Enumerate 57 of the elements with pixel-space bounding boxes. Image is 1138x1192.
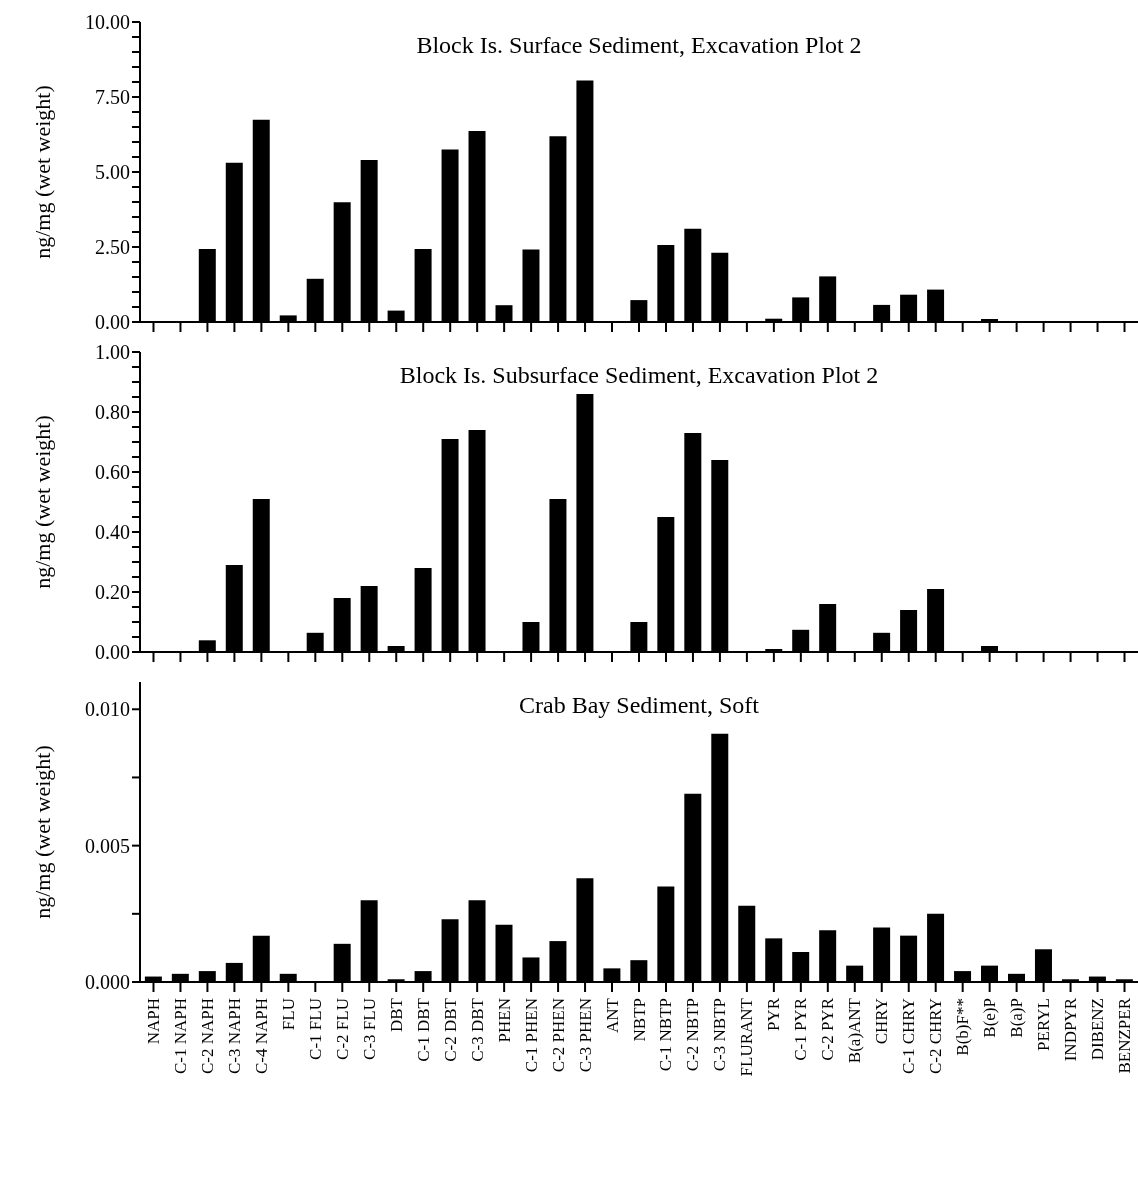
x-tick-label: FLURANT: [737, 997, 757, 1077]
x-tick-label: ANT: [602, 997, 622, 1033]
x-tick-label: DIBENZ: [1088, 998, 1108, 1061]
chart-title: Crab Bay Sediment, Soft: [518, 692, 760, 719]
x-tick-label: B(e)P: [980, 998, 1000, 1038]
y-tick-label: 0.00: [95, 311, 130, 334]
x-tick-label: C-2 CHRY: [926, 998, 946, 1075]
chart-title: Block Is. Surface Sediment, Excavation Plot 2: [415, 32, 863, 59]
x-tick-label: C-1 NAPH: [170, 998, 190, 1075]
x-tick-label: C-2 PHEN: [548, 998, 568, 1073]
x-tick-label: B(a)P: [1007, 998, 1027, 1038]
x-tick-label: B(b)F**: [953, 998, 973, 1056]
x-tick-label: C-2 NAPH: [197, 998, 217, 1075]
x-tick-label: C-3 PHEN: [575, 998, 595, 1073]
x-tick-label: BENZPER: [1115, 997, 1135, 1074]
x-tick-label: C-1 DBT: [413, 997, 433, 1062]
x-tick-label: PHEN: [494, 998, 514, 1043]
y-tick-label: 0.000: [85, 971, 130, 994]
x-tick-label: C-4 NAPH: [251, 998, 271, 1075]
x-tick-label: FLU: [278, 998, 298, 1031]
y-tick-label: 0.60: [95, 461, 130, 484]
x-tick-label: C-3 NBTP: [710, 998, 730, 1072]
x-tick-label: PYR: [764, 997, 784, 1032]
x-tick-label: INDPYR: [1061, 997, 1081, 1062]
x-tick-label: NBTP: [629, 998, 649, 1042]
y-axis-title: ng/mg (wet weight): [29, 745, 55, 919]
chart-title: Block Is. Subsurface Sediment, Excavation Plot 2: [398, 362, 880, 389]
y-axis-title: ng/mg (wet weight): [29, 415, 55, 589]
x-tick-label: C-1 PYR: [791, 997, 811, 1061]
y-tick-label: 0.00: [95, 641, 130, 664]
x-tick-label: C-2 FLU: [332, 998, 352, 1060]
x-tick-label: C-1 NBTP: [656, 998, 676, 1072]
y-tick-label: 0.010: [85, 698, 130, 721]
y-axis-title: ng/mg (wet weight): [29, 85, 55, 259]
y-tick-label: 1.00: [95, 341, 130, 364]
y-tick-label: 10.00: [85, 11, 130, 34]
y-tick-label: 2.50: [95, 236, 130, 259]
x-tick-label: B(a)ANT: [845, 997, 865, 1064]
x-tick-label: C-1 CHRY: [899, 998, 919, 1075]
x-tick-label: C-3 FLU: [359, 998, 379, 1060]
x-tick-label: C-1 FLU: [305, 998, 325, 1060]
y-tick-label: 0.80: [95, 401, 130, 424]
x-tick-label: C-3 NAPH: [224, 998, 244, 1075]
x-tick-label: C-2 DBT: [440, 997, 460, 1062]
x-tick-label: DBT: [386, 997, 406, 1032]
x-tick-label: NAPH: [143, 998, 163, 1045]
x-tick-label: C-1 PHEN: [521, 998, 541, 1073]
y-tick-label: 5.00: [95, 161, 130, 184]
y-tick-label: 0.40: [95, 521, 130, 544]
x-tick-label: C-2 PYR: [818, 997, 838, 1061]
x-tick-label: C-2 NBTP: [683, 998, 703, 1072]
x-tick-label: C-3 DBT: [467, 997, 487, 1062]
x-tick-label: PERYL: [1034, 998, 1054, 1051]
y-tick-label: 0.005: [85, 834, 130, 857]
y-tick-label: 7.50: [95, 86, 130, 109]
x-tick-label: CHRY: [872, 998, 892, 1045]
y-tick-label: 0.20: [95, 581, 130, 604]
